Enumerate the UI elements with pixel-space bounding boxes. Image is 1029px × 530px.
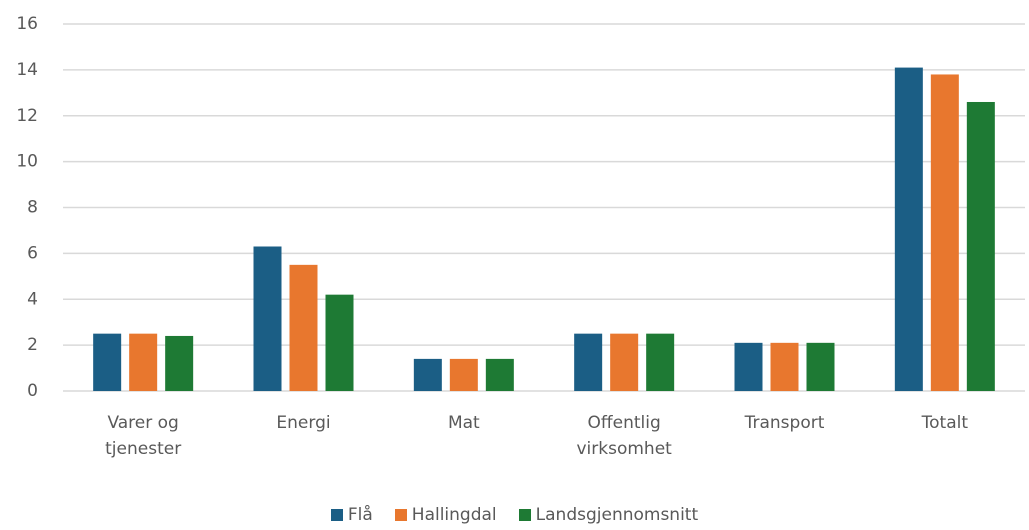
bar [93, 333, 122, 391]
y-tick-label: 4 [27, 289, 38, 309]
bar [806, 342, 835, 391]
x-tick-label: Transport [744, 413, 825, 433]
bar [289, 264, 318, 391]
bar [165, 335, 194, 391]
legend: Flå Hallingdal Landsgjennomsnitt [0, 505, 1029, 525]
legend-label: Hallingdal [411, 505, 497, 525]
legend-swatch [330, 509, 343, 521]
legend-item: Hallingdal [394, 505, 497, 525]
bar [610, 333, 639, 391]
bar [770, 342, 799, 391]
legend-item: Flå [330, 505, 373, 525]
legend-swatch [518, 509, 531, 521]
x-tick-label: Energi [276, 413, 331, 433]
y-tick-label: 14 [16, 60, 38, 80]
y-tick-label: 2 [27, 335, 38, 355]
bar [325, 294, 354, 391]
y-tick-label: 8 [27, 198, 38, 218]
x-tick-label: Totalt [921, 413, 969, 433]
bar [646, 333, 675, 391]
bar [930, 74, 959, 392]
bar [966, 101, 995, 392]
x-tick-label: Offentlig virksomhet [576, 413, 672, 459]
y-tick-label: 12 [16, 106, 38, 126]
x-tick-label: Mat [447, 413, 480, 433]
bar [253, 246, 282, 391]
bar [413, 358, 442, 391]
bar [574, 333, 603, 391]
y-tick-label: 10 [16, 152, 38, 172]
y-tick-label: 6 [27, 243, 38, 263]
legend-swatch [394, 509, 407, 521]
legend-label: Flå [347, 505, 373, 525]
bar [449, 358, 478, 391]
legend-item: Landsgjennomsnitt [518, 505, 699, 525]
x-tick-label: Varer og tjenester [105, 413, 182, 459]
bar [129, 333, 158, 391]
y-tick-label: 0 [27, 381, 38, 401]
bar [485, 358, 514, 391]
bar [734, 342, 763, 391]
legend-label: Landsgjennomsnitt [535, 505, 699, 525]
y-tick-label: 16 [16, 14, 38, 34]
bar [894, 67, 923, 392]
